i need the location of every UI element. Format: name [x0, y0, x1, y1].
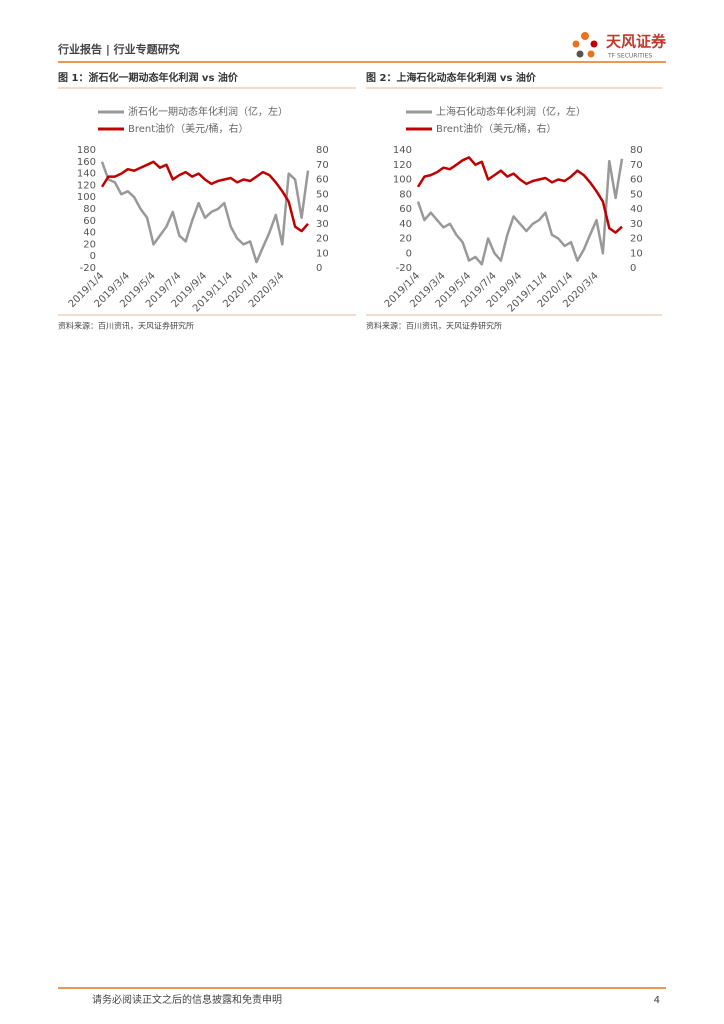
y2-tick-label: 80 [630, 145, 643, 156]
legend-label: Brent油价（美元/桶，右） [128, 122, 249, 135]
y2-tick-label: 10 [316, 248, 329, 259]
y-tick-label: -20 [80, 263, 96, 274]
y-tick-label: 140 [393, 145, 412, 156]
y-tick-label: 120 [393, 160, 412, 171]
y2-tick-label: 40 [316, 204, 329, 215]
series-line [416, 158, 624, 266]
y-tick-label: 40 [83, 228, 96, 239]
y2-tick-label: 50 [316, 189, 329, 200]
figure-title: 图 1：浙石化一期动态年化利润 vs 油价 [58, 71, 239, 84]
footer-disclaimer: 请务必阅读正文之后的信息披露和免责申明 [92, 993, 282, 1006]
y2-tick-label: 60 [316, 175, 329, 186]
y2-tick-label: 0 [630, 263, 636, 274]
figure-source: 资料来源：百川资讯，天风证券研究所 [366, 321, 502, 331]
y-tick-label: 180 [77, 145, 96, 156]
y-tick-label: 80 [83, 204, 96, 215]
y-tick-label: 20 [83, 239, 96, 250]
y-tick-label: 80 [399, 189, 412, 200]
legend-label: 上海石化动态年化利润（亿，左） [436, 105, 586, 118]
y2-tick-label: 60 [630, 175, 643, 186]
legend-label: Brent油价（美元/桶，右） [436, 122, 557, 135]
y-tick-label: 0 [406, 248, 412, 259]
y-tick-label: 100 [77, 192, 96, 203]
y2-tick-label: 0 [316, 263, 322, 274]
y2-tick-label: 70 [316, 160, 329, 171]
y2-tick-label: 30 [630, 219, 643, 230]
logo-text: 天风证券 [606, 33, 667, 51]
y-tick-label: 20 [399, 234, 412, 245]
figure-title: 图 2：上海石化动态年化利润 vs 油价 [366, 71, 537, 84]
y2-tick-label: 20 [316, 234, 329, 245]
y-tick-label: 160 [77, 157, 96, 168]
logo-sub: TF SECURITIES [607, 53, 652, 60]
y2-tick-label: 10 [630, 248, 643, 259]
y2-tick-label: 30 [316, 219, 329, 230]
y-tick-label: -20 [396, 263, 412, 274]
y-tick-label: 60 [83, 216, 96, 227]
y2-tick-label: 80 [316, 145, 329, 156]
y2-tick-label: 50 [630, 189, 643, 200]
y-tick-label: 40 [399, 219, 412, 230]
y2-tick-label: 40 [630, 204, 643, 215]
y-tick-label: 140 [77, 169, 96, 180]
series-line [100, 160, 309, 233]
header-title: 行业报告 | 行业专题研究 [57, 42, 180, 56]
y-tick-label: 60 [399, 204, 412, 215]
legend-label: 浙石化一期动态年化利润（亿，左） [128, 105, 288, 118]
y2-tick-label: 20 [630, 234, 643, 245]
y-tick-label: 120 [77, 180, 96, 191]
y-tick-label: 100 [393, 175, 412, 186]
page-number: 4 [654, 995, 660, 1006]
y2-tick-label: 70 [630, 160, 643, 171]
series-line [100, 161, 310, 264]
y-tick-label: 0 [90, 251, 96, 262]
logo [572, 32, 598, 58]
series-line [416, 156, 623, 234]
figure-source: 资料来源：百川资讯，天风证券研究所 [58, 321, 194, 331]
